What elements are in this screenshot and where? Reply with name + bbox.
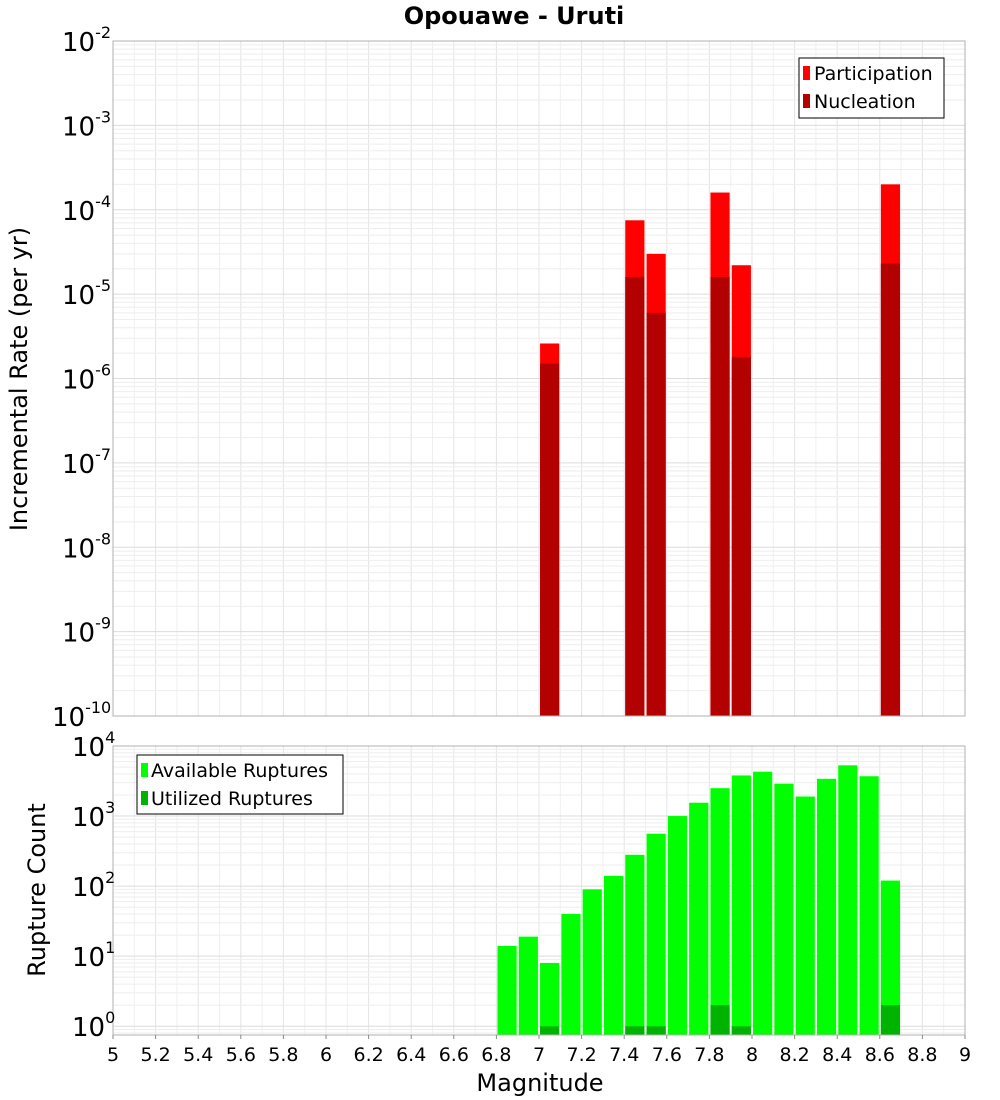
bar-nucleation bbox=[710, 276, 730, 716]
y-tick-label: 10-10 bbox=[52, 698, 111, 733]
bar-available-ruptures bbox=[518, 936, 538, 1035]
x-tick-label: 8.6 bbox=[865, 1044, 895, 1066]
y-tick-label: 10-4 bbox=[62, 192, 111, 227]
legend-swatch-utilized-ruptures bbox=[141, 791, 148, 805]
x-tick-label: 7.6 bbox=[652, 1044, 682, 1066]
y-tick-label: 102 bbox=[72, 868, 115, 903]
rate-plot-legend-box bbox=[798, 57, 945, 119]
y-tick-label: 10-7 bbox=[62, 445, 111, 480]
x-tick-label: 8 bbox=[746, 1044, 758, 1066]
bar-available-ruptures bbox=[582, 889, 602, 1035]
rate-plot-bars bbox=[540, 184, 901, 717]
bar-available-ruptures bbox=[859, 776, 879, 1035]
x-tick-label: 9 bbox=[959, 1044, 971, 1066]
bar-utilized-ruptures bbox=[731, 1026, 751, 1035]
x-tick-label: 5.4 bbox=[183, 1044, 213, 1066]
x-tick-label: 5.6 bbox=[226, 1044, 256, 1066]
legend-label-utilized-ruptures: Utilized Ruptures bbox=[151, 788, 313, 810]
bar-utilized-ruptures bbox=[880, 1005, 901, 1035]
rate-plot-border bbox=[112, 40, 966, 717]
bar-available-ruptures bbox=[689, 802, 709, 1035]
x-tick-label: 5 bbox=[107, 1044, 119, 1066]
bar-nucleation bbox=[540, 363, 560, 716]
y-tick-label: 103 bbox=[72, 798, 115, 833]
chart-title: Opouawe - Uruti bbox=[404, 2, 625, 30]
x-tick-label: 8.8 bbox=[907, 1044, 937, 1066]
bar-utilized-ruptures bbox=[710, 1005, 730, 1035]
x-tick-label: 7 bbox=[533, 1044, 545, 1066]
y-tick-label: 10-3 bbox=[62, 107, 111, 142]
x-tick-label: 6.8 bbox=[481, 1044, 511, 1066]
bar-available-ruptures bbox=[667, 816, 688, 1035]
rate-plot-y-ticks: 10-2 10-3 10-4 10-5 10-6 10-7 10-8 10-9 10-10 bbox=[52, 23, 111, 733]
x-axis-label: Magnitude bbox=[476, 1069, 603, 1097]
bar-utilized-ruptures bbox=[646, 1026, 666, 1035]
bar-available-ruptures bbox=[625, 854, 645, 1035]
count-plot-y-label: Rupture Count bbox=[23, 803, 51, 977]
bar-available-ruptures bbox=[561, 914, 581, 1035]
bar-available-ruptures bbox=[795, 796, 815, 1035]
bar-nucleation bbox=[880, 263, 901, 716]
x-tick-label: 7.2 bbox=[566, 1044, 596, 1066]
y-tick-label: 100 bbox=[72, 1008, 115, 1043]
count-plot: 104 103 102 101 100 5 5.2 5.4 5.6 5.8 6 6.2 6.4 6.6 6… bbox=[23, 728, 971, 1097]
bar-utilized-ruptures bbox=[625, 1026, 645, 1035]
count-plot-legend: Available Ruptures Utilized Ruptures bbox=[136, 754, 344, 815]
bar-available-ruptures bbox=[838, 765, 858, 1035]
bar-available-ruptures bbox=[540, 962, 560, 1035]
bar-available-ruptures bbox=[646, 833, 666, 1035]
count-plot-x-ticks: 5 5.2 5.4 5.6 5.8 6 6.2 6.4 6.6 6.8 7 7.2 7.4 7.6 7.8 8… bbox=[107, 1035, 971, 1066]
legend-swatch-available-ruptures bbox=[141, 763, 148, 777]
legend-swatch-nucleation bbox=[803, 94, 810, 108]
x-tick-label: 6 bbox=[320, 1044, 332, 1066]
x-tick-label: 5.8 bbox=[268, 1044, 298, 1066]
bar-utilized-ruptures bbox=[540, 1026, 560, 1035]
rate-plot-y-label: Incremental Rate (per yr) bbox=[5, 227, 33, 531]
bar-available-ruptures bbox=[603, 875, 624, 1035]
y-tick-label: 104 bbox=[72, 728, 115, 763]
bar-available-ruptures bbox=[753, 771, 773, 1035]
y-tick-label: 10-8 bbox=[62, 529, 111, 564]
y-tick-label: 10-6 bbox=[62, 361, 111, 396]
y-tick-label: 10-2 bbox=[62, 23, 111, 58]
x-tick-label: 6.6 bbox=[439, 1044, 469, 1066]
count-plot-legend-box bbox=[136, 754, 344, 815]
rate-plot-legend: Participation Nucleation bbox=[798, 57, 945, 119]
bar-available-ruptures bbox=[774, 783, 794, 1035]
legend-label-nucleation: Nucleation bbox=[814, 91, 916, 113]
x-tick-label: 7.4 bbox=[609, 1044, 639, 1066]
bar-available-ruptures bbox=[880, 880, 901, 1035]
y-tick-label: 101 bbox=[72, 938, 115, 973]
bar-available-ruptures bbox=[816, 778, 837, 1035]
x-tick-label: 5.2 bbox=[140, 1044, 170, 1066]
legend-label-participation: Participation bbox=[814, 63, 933, 85]
bar-available-ruptures bbox=[710, 788, 730, 1035]
rate-plot: 10-2 10-3 10-4 10-5 10-6 10-7 10-8 10-9 10-10 In… bbox=[5, 23, 966, 733]
x-tick-label: 6.2 bbox=[353, 1044, 383, 1066]
x-tick-label: 8.2 bbox=[779, 1044, 809, 1066]
count-plot-y-ticks: 104 103 102 101 100 bbox=[72, 728, 115, 1043]
y-tick-label: 10-9 bbox=[62, 614, 111, 649]
bar-nucleation bbox=[731, 356, 751, 716]
legend-label-available-ruptures: Available Ruptures bbox=[151, 760, 328, 782]
bar-nucleation bbox=[625, 276, 645, 716]
x-tick-label: 7.8 bbox=[694, 1044, 724, 1066]
legend-swatch-participation bbox=[803, 66, 810, 80]
bar-nucleation bbox=[646, 312, 666, 716]
y-tick-label: 10-5 bbox=[62, 276, 111, 311]
bar-available-ruptures bbox=[731, 775, 751, 1035]
count-plot-bars bbox=[497, 765, 901, 1035]
bar-available-ruptures bbox=[497, 945, 517, 1035]
x-tick-label: 8.4 bbox=[822, 1044, 852, 1066]
x-tick-label: 6.4 bbox=[396, 1044, 426, 1066]
rate-plot-grid bbox=[112, 41, 966, 717]
